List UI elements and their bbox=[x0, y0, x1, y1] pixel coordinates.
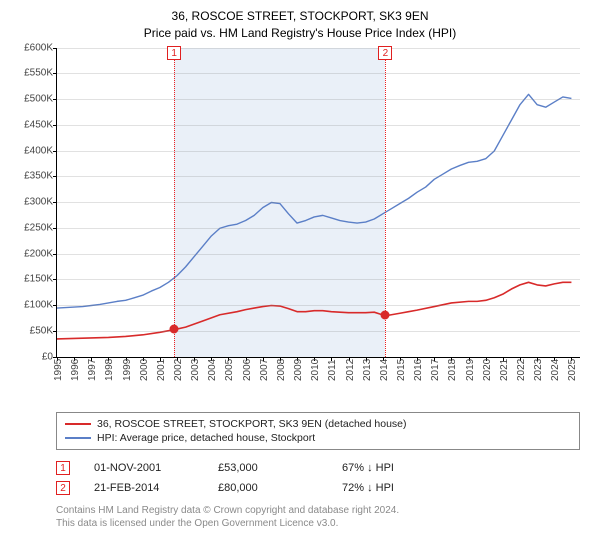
credits: Contains HM Land Registry data © Crown c… bbox=[56, 504, 580, 531]
y-axis-label: £300K bbox=[24, 197, 57, 208]
x-axis-label: 2011 bbox=[327, 359, 338, 381]
x-axis-label: 2020 bbox=[482, 358, 493, 380]
title-address: 36, ROSCOE STREET, STOCKPORT, SK3 9EN bbox=[10, 8, 590, 25]
event-badge-2: 2 bbox=[56, 481, 70, 495]
x-axis-label: 2021 bbox=[499, 358, 510, 380]
x-axis-label: 2024 bbox=[550, 358, 561, 380]
legend-label-price: 36, ROSCOE STREET, STOCKPORT, SK3 9EN (d… bbox=[97, 418, 407, 430]
event-date-2: 21-FEB-2014 bbox=[94, 482, 194, 494]
x-axis-label: 1995 bbox=[53, 358, 64, 380]
x-axis-label: 2015 bbox=[396, 358, 407, 380]
x-axis-label: 2014 bbox=[379, 358, 390, 380]
event-marker-badge: 2 bbox=[378, 46, 392, 60]
event-marker-dot bbox=[381, 311, 390, 320]
x-axis-label: 2019 bbox=[465, 358, 476, 380]
y-axis-label: £450K bbox=[24, 119, 57, 130]
x-axis-label: 2000 bbox=[139, 358, 150, 380]
x-axis-label: 2018 bbox=[447, 358, 458, 380]
legend-item-hpi: HPI: Average price, detached house, Stoc… bbox=[65, 431, 571, 445]
x-axis-label: 2004 bbox=[207, 358, 218, 380]
x-axis-label: 2005 bbox=[224, 358, 235, 380]
down-arrow-icon: ↓ bbox=[367, 462, 373, 474]
x-axis-label: 2010 bbox=[310, 358, 321, 380]
legend-box: 36, ROSCOE STREET, STOCKPORT, SK3 9EN (d… bbox=[56, 412, 580, 450]
event-amount-1: £53,000 bbox=[218, 462, 318, 474]
credits-line-2: This data is licensed under the Open Gov… bbox=[56, 517, 580, 531]
x-axis-label: 2025 bbox=[567, 358, 578, 380]
event-marker-badge: 1 bbox=[167, 46, 181, 60]
x-axis-label: 2007 bbox=[259, 358, 270, 380]
x-axis-label: 2002 bbox=[173, 358, 184, 380]
event-row-1: 1 01-NOV-2001 £53,000 67% ↓ HPI bbox=[56, 458, 580, 478]
events-table: 1 01-NOV-2001 £53,000 67% ↓ HPI 2 21-FEB… bbox=[56, 458, 580, 498]
y-axis-label: £350K bbox=[24, 171, 57, 182]
event-amount-2: £80,000 bbox=[218, 482, 318, 494]
y-axis-label: £500K bbox=[24, 94, 57, 105]
event-pct-2: 72% ↓ HPI bbox=[342, 482, 394, 494]
x-axis-label: 2003 bbox=[190, 358, 201, 380]
x-axis-label: 2009 bbox=[293, 358, 304, 380]
y-axis-label: £250K bbox=[24, 222, 57, 233]
down-arrow-icon: ↓ bbox=[367, 482, 373, 494]
event-pct-1: 67% ↓ HPI bbox=[342, 462, 394, 474]
chart-area: £0£50K£100K£150K£200K£250K£300K£350K£400… bbox=[56, 48, 580, 388]
x-axis-label: 2006 bbox=[242, 358, 253, 380]
x-axis-label: 1999 bbox=[122, 358, 133, 380]
x-axis-label: 2016 bbox=[413, 358, 424, 380]
legend-item-price: 36, ROSCOE STREET, STOCKPORT, SK3 9EN (d… bbox=[65, 417, 571, 431]
event-marker-line bbox=[174, 48, 175, 357]
y-axis-label: £50K bbox=[30, 325, 57, 336]
x-axis-label: 2013 bbox=[362, 358, 373, 380]
y-axis-label: £600K bbox=[24, 42, 57, 53]
event-date-1: 01-NOV-2001 bbox=[94, 462, 194, 474]
plot-region: £0£50K£100K£150K£200K£250K£300K£350K£400… bbox=[56, 48, 580, 358]
y-axis-label: £100K bbox=[24, 300, 57, 311]
x-axis-label: 2017 bbox=[430, 358, 441, 380]
x-axis-label: 2001 bbox=[156, 358, 167, 380]
y-axis-label: £550K bbox=[24, 68, 57, 79]
x-axis-label: 1998 bbox=[104, 358, 115, 380]
x-axis-label: 2022 bbox=[516, 358, 527, 380]
legend-swatch-price bbox=[65, 423, 91, 425]
credits-line-1: Contains HM Land Registry data © Crown c… bbox=[56, 504, 580, 518]
x-axis-label: 1996 bbox=[70, 358, 81, 380]
x-axis-label: 2023 bbox=[533, 358, 544, 380]
y-axis-label: £400K bbox=[24, 145, 57, 156]
legend-swatch-hpi bbox=[65, 437, 91, 439]
event-row-2: 2 21-FEB-2014 £80,000 72% ↓ HPI bbox=[56, 478, 580, 498]
title-block: 36, ROSCOE STREET, STOCKPORT, SK3 9EN Pr… bbox=[10, 8, 590, 42]
legend-label-hpi: HPI: Average price, detached house, Stoc… bbox=[97, 432, 315, 444]
title-subtitle: Price paid vs. HM Land Registry's House … bbox=[10, 25, 590, 42]
x-axis-label: 2008 bbox=[276, 358, 287, 380]
figure-root: 36, ROSCOE STREET, STOCKPORT, SK3 9EN Pr… bbox=[0, 0, 600, 560]
event-marker-dot bbox=[170, 325, 179, 334]
x-axis-label: 1997 bbox=[87, 358, 98, 380]
series-hpi bbox=[57, 94, 571, 308]
y-axis-label: £200K bbox=[24, 248, 57, 259]
x-axis-label: 2012 bbox=[345, 358, 356, 380]
event-badge-1: 1 bbox=[56, 461, 70, 475]
y-axis-label: £150K bbox=[24, 274, 57, 285]
